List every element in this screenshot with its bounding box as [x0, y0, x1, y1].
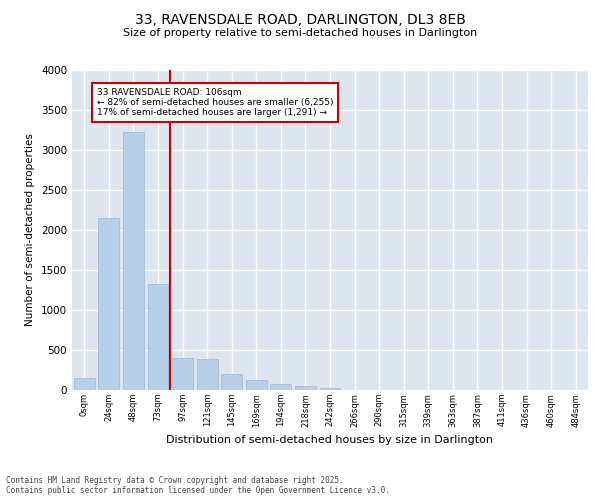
Bar [271, 384, 292, 390]
Bar [74, 378, 95, 390]
Bar [320, 388, 340, 390]
Bar [221, 374, 242, 390]
Text: 33, RAVENSDALE ROAD, DARLINGTON, DL3 8EB: 33, RAVENSDALE ROAD, DARLINGTON, DL3 8EB [134, 12, 466, 26]
Text: 33 RAVENSDALE ROAD: 106sqm
← 82% of semi-detached houses are smaller (6,255)
17%: 33 RAVENSDALE ROAD: 106sqm ← 82% of semi… [97, 88, 333, 118]
Bar [295, 386, 316, 390]
Bar [197, 359, 218, 390]
X-axis label: Distribution of semi-detached houses by size in Darlington: Distribution of semi-detached houses by … [167, 435, 493, 445]
Text: Size of property relative to semi-detached houses in Darlington: Size of property relative to semi-detach… [123, 28, 477, 38]
Text: Contains HM Land Registry data © Crown copyright and database right 2025.
Contai: Contains HM Land Registry data © Crown c… [6, 476, 390, 495]
Bar [148, 284, 169, 390]
Y-axis label: Number of semi-detached properties: Number of semi-detached properties [25, 134, 35, 326]
Bar [172, 358, 193, 390]
Bar [123, 132, 144, 390]
Bar [246, 380, 267, 390]
Bar [98, 218, 119, 390]
